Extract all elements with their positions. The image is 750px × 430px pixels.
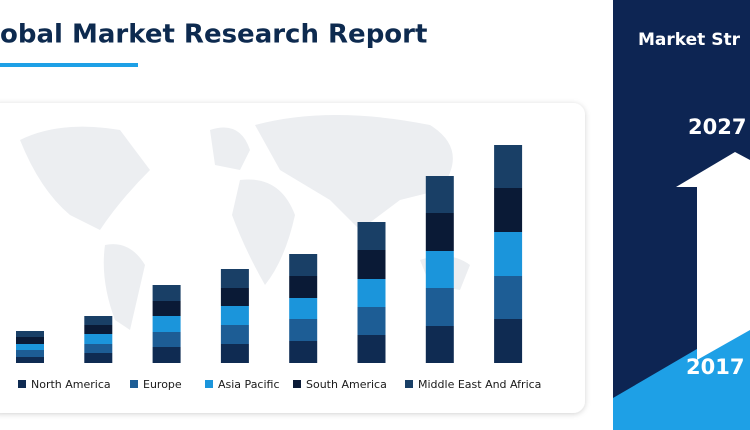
legend-swatch — [205, 380, 213, 388]
bar-segment — [84, 353, 113, 363]
title-underline — [0, 63, 138, 67]
bar-segment — [220, 344, 249, 363]
bar-segment — [16, 357, 44, 363]
bar-segment — [425, 288, 454, 326]
bar-segment — [152, 301, 181, 316]
bar-segment — [152, 285, 181, 301]
bar-segment — [289, 254, 318, 276]
bar-segment — [494, 319, 523, 363]
bar-segment — [425, 213, 454, 251]
legend-label: South America — [306, 378, 387, 391]
bar-segment — [289, 341, 318, 363]
bar-segment — [152, 347, 181, 363]
legend-swatch — [405, 380, 413, 388]
bar-segment — [16, 350, 44, 357]
bar-segment — [425, 251, 454, 288]
growth-arrow — [676, 152, 750, 360]
bar-segment — [84, 344, 113, 353]
bar-segment — [494, 276, 523, 319]
bar-segment — [425, 176, 454, 213]
bar-segment — [357, 307, 386, 335]
bar-segment — [357, 279, 386, 307]
bar-segment — [357, 250, 386, 279]
world-map — [20, 115, 470, 330]
bar-segment — [289, 319, 318, 341]
bar-segment — [220, 306, 249, 325]
bar-segment — [220, 288, 249, 306]
bar-segment — [289, 298, 318, 319]
legend-label: North America — [31, 378, 111, 391]
bar-segment — [152, 332, 181, 347]
bar-segment — [84, 325, 113, 334]
legend-label: Middle East And Africa — [418, 378, 541, 391]
bar-segment — [16, 331, 44, 337]
bar-segment — [425, 326, 454, 363]
title: obal Market Research Report — [0, 20, 427, 50]
legend-label: Europe — [143, 378, 182, 391]
bar-segment — [494, 232, 523, 276]
bar-segment — [220, 325, 249, 344]
bar-segment — [16, 337, 44, 344]
side-title: Market Str — [638, 30, 741, 50]
bar-segment — [220, 269, 249, 288]
bar-segment — [357, 335, 386, 363]
year-label: 2027 — [688, 115, 746, 139]
legend-swatch — [293, 380, 301, 388]
bar-segment — [494, 145, 523, 188]
bar-segment — [16, 344, 44, 350]
legend-swatch — [130, 380, 138, 388]
bar-segment — [84, 316, 113, 325]
legend-label: Asia Pacific — [218, 378, 280, 391]
bar-segment — [152, 316, 181, 332]
bar-segment — [84, 334, 113, 344]
bar-segment — [289, 276, 318, 298]
bar-segment — [494, 188, 523, 232]
year-label: 2017 — [686, 355, 744, 379]
legend-swatch — [18, 380, 26, 388]
bar-segment — [357, 222, 386, 250]
